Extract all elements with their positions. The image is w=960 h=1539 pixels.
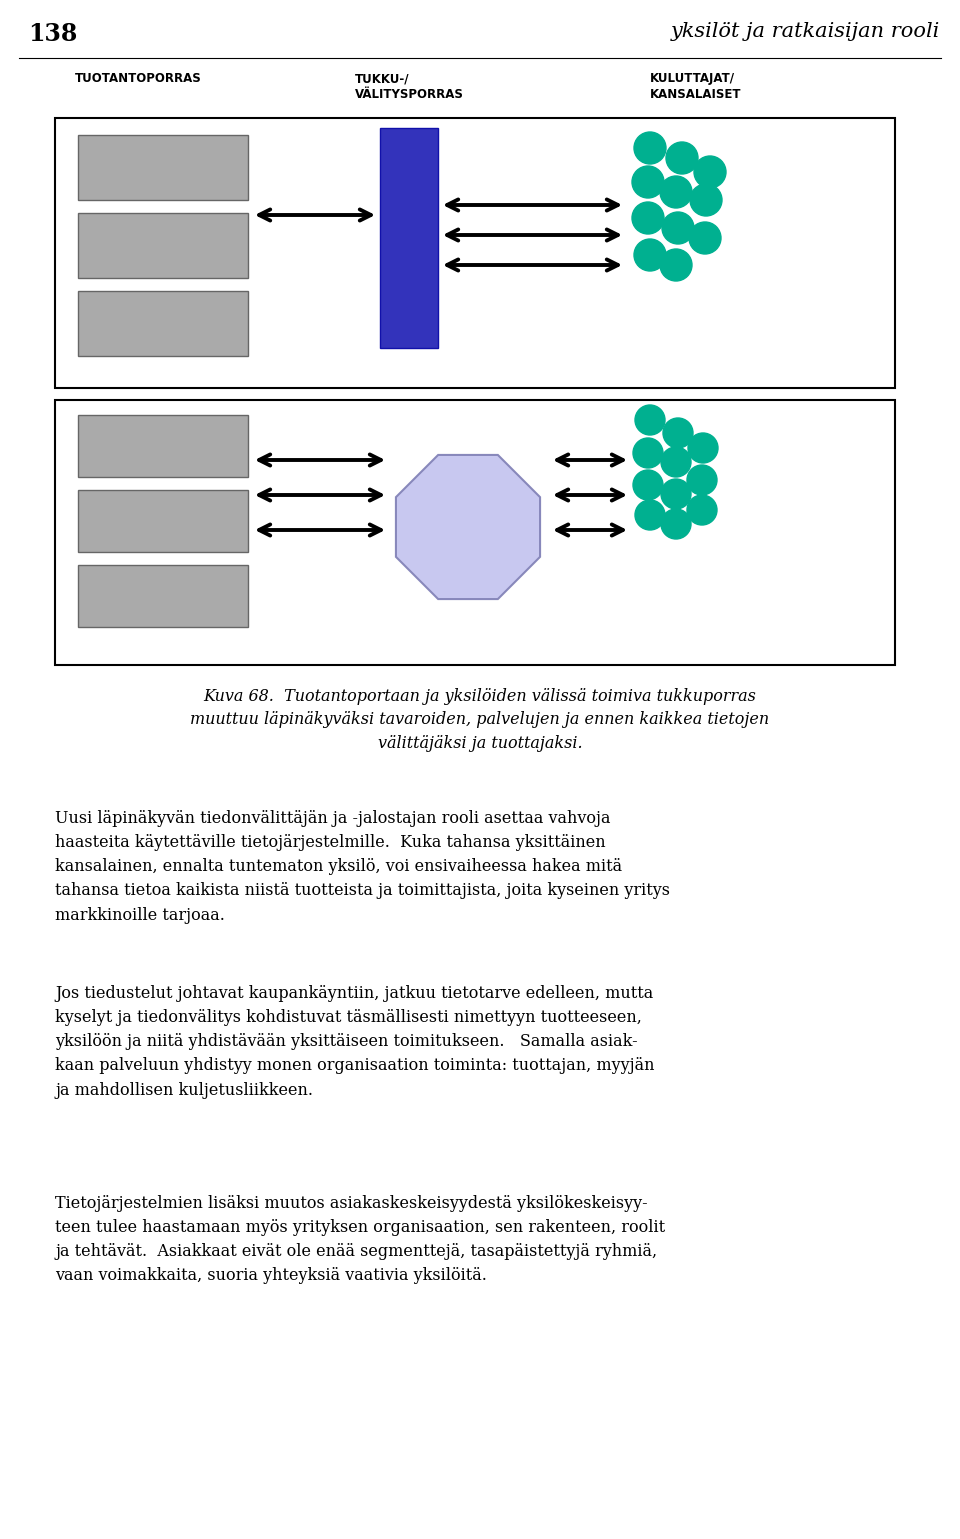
Text: Jos tiedustelut johtavat kaupankäyntiin, jatkuu tietotarve edelleen, mutta
kysel: Jos tiedustelut johtavat kaupankäyntiin,… <box>55 985 655 1099</box>
Circle shape <box>633 469 663 500</box>
Text: KULUTTAJAT/
KANSALAISET: KULUTTAJAT/ KANSALAISET <box>650 72 741 102</box>
Text: 138: 138 <box>28 22 78 46</box>
Bar <box>78 489 248 553</box>
Text: yksilöt ja ratkaisijan rooli: yksilöt ja ratkaisijan rooli <box>671 22 940 42</box>
Text: Uusi läpinäkyvän tiedonvälittäjän ja -jalostajan rooli asettaa vahvoja
haasteita: Uusi läpinäkyvän tiedonvälittäjän ja -ja… <box>55 810 670 923</box>
Circle shape <box>687 496 717 525</box>
Circle shape <box>662 212 694 245</box>
Bar <box>78 212 248 279</box>
Circle shape <box>688 432 718 463</box>
Circle shape <box>632 166 664 199</box>
Bar <box>55 119 895 388</box>
Circle shape <box>633 439 663 468</box>
Circle shape <box>635 405 665 436</box>
Bar <box>78 416 248 477</box>
Text: Tietojärjestelmien lisäksi muutos asiakaskeskeisyydestä yksilökeskeisyy-
teen tu: Tietojärjestelmien lisäksi muutos asiaka… <box>55 1194 665 1285</box>
Text: TUKKU-/
VÄLITYSPORRAS: TUKKU-/ VÄLITYSPORRAS <box>355 72 464 102</box>
Circle shape <box>663 419 693 448</box>
Polygon shape <box>396 456 540 599</box>
Circle shape <box>689 222 721 254</box>
Circle shape <box>666 142 698 174</box>
Text: TUOTANTOPORRAS: TUOTANTOPORRAS <box>75 72 202 85</box>
Circle shape <box>632 202 664 234</box>
Circle shape <box>660 175 692 208</box>
Bar <box>380 128 438 348</box>
Bar <box>78 135 248 200</box>
Bar <box>78 291 248 356</box>
Circle shape <box>694 155 726 188</box>
Circle shape <box>635 500 665 529</box>
Circle shape <box>687 465 717 496</box>
Circle shape <box>660 249 692 282</box>
Circle shape <box>661 509 691 539</box>
Circle shape <box>634 132 666 165</box>
Circle shape <box>661 446 691 477</box>
Bar <box>78 565 248 626</box>
Text: Kuva 68.  Tuotantoportaan ja yksilöiden välissä toimiva tukkuporras
muuttuu läpi: Kuva 68. Tuotantoportaan ja yksilöiden v… <box>190 688 770 753</box>
Circle shape <box>634 239 666 271</box>
Circle shape <box>690 185 722 215</box>
Bar <box>55 400 895 665</box>
Circle shape <box>661 479 691 509</box>
